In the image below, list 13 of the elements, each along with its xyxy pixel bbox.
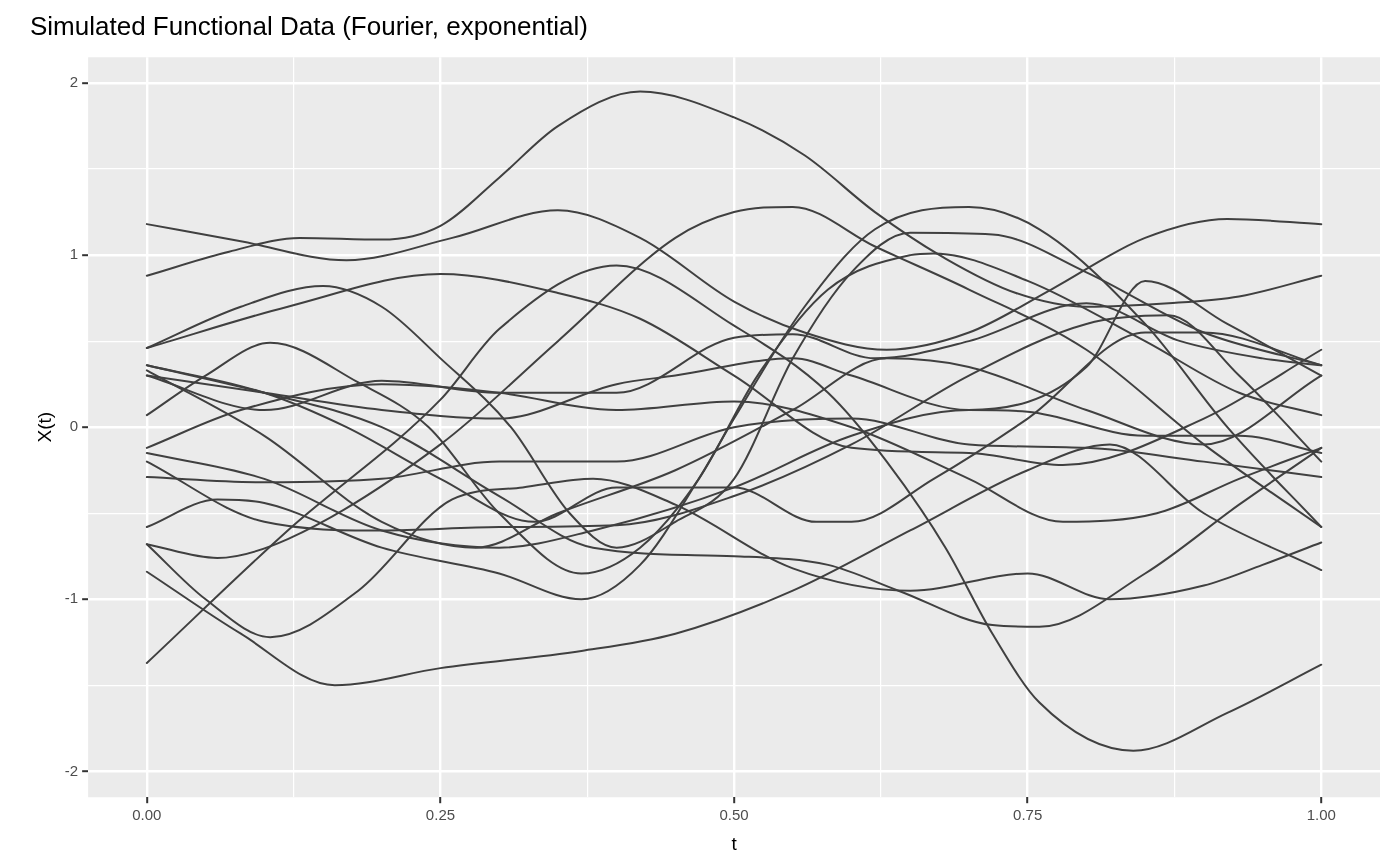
y-tick-label: 0 xyxy=(69,417,79,435)
x-tick-label: 1.00 xyxy=(1306,806,1336,824)
x-axis-title: t xyxy=(731,832,738,854)
y-tick-label: 1 xyxy=(69,245,79,263)
y-tick-label: 2 xyxy=(69,73,79,91)
chart-title: Simulated Functional Data (Fourier, exponential) xyxy=(30,10,588,41)
x-tick-label: 0.50 xyxy=(719,806,749,824)
y-tick-label: -1 xyxy=(64,589,79,607)
x-tick-label: 0.00 xyxy=(132,806,162,824)
x-tick-label: 0.25 xyxy=(425,806,456,824)
y-axis-title: X(t) xyxy=(33,411,55,443)
y-tick-label: -2 xyxy=(64,761,79,779)
x-tick-label: 0.75 xyxy=(1013,806,1043,824)
